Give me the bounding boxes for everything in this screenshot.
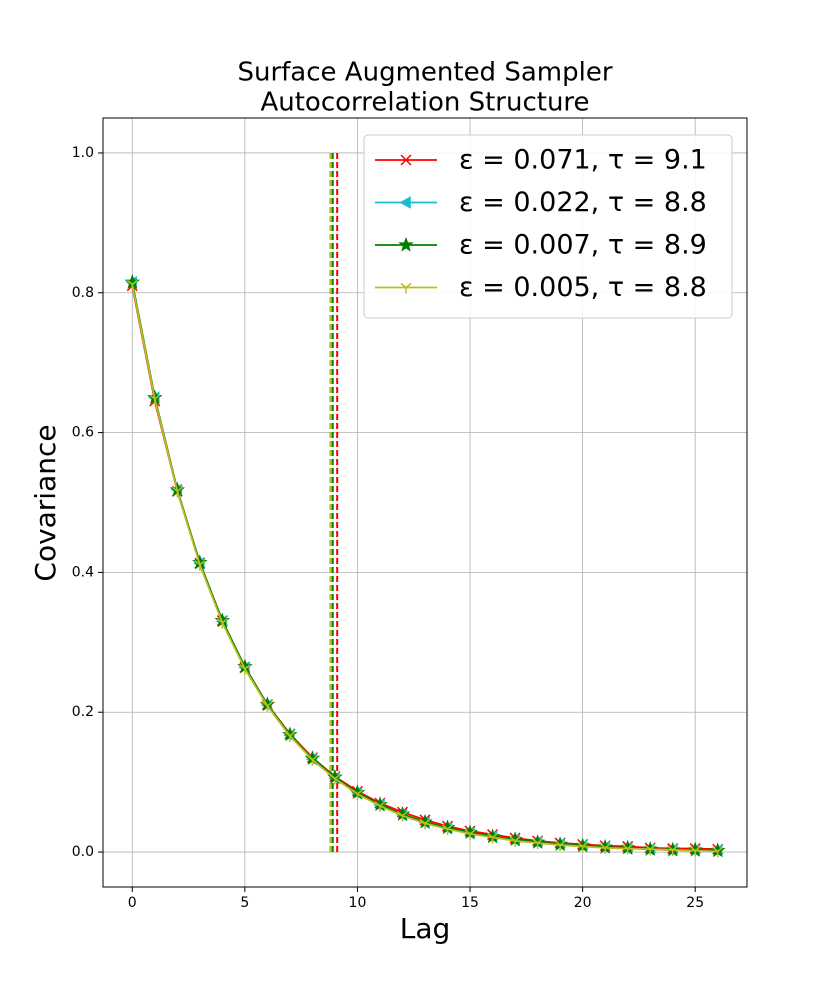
- series-line: [131, 284, 718, 853]
- marker: [532, 838, 544, 849]
- marker: [622, 843, 634, 855]
- marker: [667, 845, 679, 856]
- legend-marker: [398, 236, 414, 252]
- marker: [599, 843, 611, 854]
- series-line: [131, 282, 718, 852]
- plot-frame: [102, 117, 748, 888]
- legend-marker: [399, 196, 411, 209]
- x-tick-label: 20: [574, 895, 592, 911]
- x-tick-label: 10: [349, 895, 367, 911]
- y-tick-label: 0.0: [72, 844, 94, 860]
- marker: [126, 279, 138, 291]
- marker: [509, 836, 521, 847]
- y-tick-label: 1.0: [72, 145, 94, 161]
- marker: [306, 755, 318, 766]
- marker: [171, 486, 183, 498]
- x-axis-label: Lag: [400, 912, 451, 945]
- marker: [577, 841, 589, 853]
- marker: [149, 394, 161, 406]
- y-tick-label: 0.2: [72, 704, 94, 720]
- marker: [329, 774, 341, 785]
- legend-label: ε = 0.007, τ = 8.9: [459, 230, 707, 261]
- marker: [216, 618, 228, 629]
- legend-marker: [400, 282, 412, 294]
- marker: [644, 844, 656, 856]
- marker: [284, 731, 296, 742]
- x-tick-label: 15: [461, 895, 479, 911]
- chart-title: Surface Augmented Sampler: [237, 58, 612, 88]
- legend-label: ε = 0.022, τ = 8.8: [459, 187, 707, 218]
- legend-label: ε = 0.005, τ = 8.8: [459, 272, 707, 303]
- marker: [397, 811, 408, 822]
- marker: [261, 701, 273, 712]
- y-axis-label: Covariance: [29, 424, 62, 581]
- legend-label: ε = 0.071, τ = 9.1: [459, 145, 707, 176]
- marker: [712, 846, 724, 858]
- y-tick-label: 0.6: [72, 425, 94, 441]
- y-tick-label: 0.8: [72, 285, 94, 301]
- chart-title: Autocorrelation Structure: [260, 88, 589, 118]
- legend-marker: [400, 154, 412, 166]
- legend-box: [363, 134, 733, 319]
- x-tick-label: 5: [240, 895, 249, 911]
- marker: [487, 832, 499, 844]
- marker: [239, 664, 251, 675]
- x-tick-label: 25: [686, 895, 704, 911]
- x-tick-label: 0: [128, 895, 137, 911]
- marker: [464, 829, 476, 840]
- y-tick-label: 0.4: [72, 564, 94, 580]
- marker: [689, 846, 701, 857]
- series-line: [131, 282, 718, 852]
- marker: [419, 818, 431, 830]
- marker: [351, 789, 363, 801]
- series-line: [131, 285, 718, 851]
- marker: [554, 840, 566, 852]
- marker: [374, 801, 386, 812]
- marker: [194, 560, 206, 571]
- marker: [442, 824, 453, 835]
